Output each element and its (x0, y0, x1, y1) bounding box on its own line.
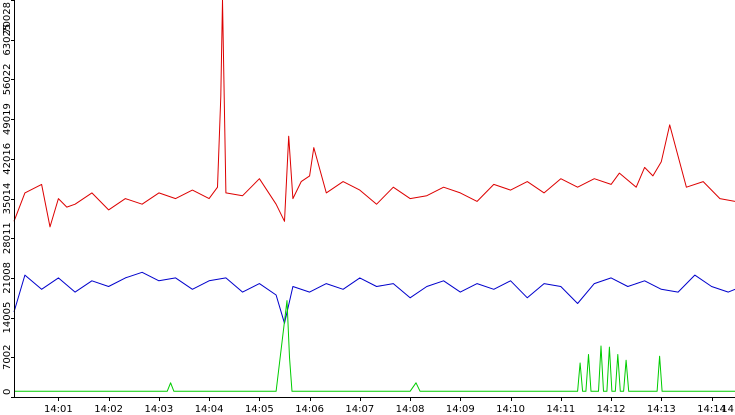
x-tick-label: 14:04 (195, 404, 224, 415)
y-tick-label: 7002 (2, 345, 13, 370)
series-line-3 (14, 300, 735, 392)
y-tick-label: 63025 (2, 24, 13, 56)
x-tick-label: 14:01 (44, 404, 73, 415)
x-tick-label: 14:03 (144, 404, 173, 415)
x-tick-label: 14:13 (647, 404, 676, 415)
x-tick-label: 14:09 (446, 404, 475, 415)
x-tick-label: 14:07 (345, 404, 374, 415)
series-layer (13, 0, 735, 392)
series-line-1 (13, 0, 735, 228)
y-tick-label: 35014 (2, 183, 13, 215)
x-tick-label: 14 (721, 404, 734, 415)
x-tick-label: 14:12 (597, 404, 626, 415)
y-axis-ticks: 0 7002 14005 21008 28011 35014 42016 49019 56022… (2, 0, 14, 398)
x-tick-label: 14:08 (396, 404, 425, 415)
series-line-2 (13, 271, 735, 324)
y-tick-label: 21008 (2, 262, 13, 294)
x-tick-label: 14:05 (245, 404, 274, 415)
x-tick-label: 14:02 (94, 404, 123, 415)
y-tick-label: 28011 (2, 222, 13, 254)
x-tick-label: 14:10 (496, 404, 525, 415)
x-tick-label: 14:06 (295, 404, 324, 415)
y-tick-label: 49019 (2, 103, 13, 135)
y-tick-label: 14005 (2, 302, 13, 334)
y-tick-label: 56022 (2, 63, 13, 95)
x-axis-ticks: 14:01 14:02 14:03 14:04 14:05 14:06 14:07 14:08… (44, 397, 734, 415)
y-tick-label: 42016 (2, 143, 13, 175)
x-tick-label: 14:11 (546, 404, 575, 415)
y-tick-label: 70028 (2, 2, 13, 34)
y-tick-label: 0 (2, 389, 13, 395)
x-tick-label: 14:14 (697, 404, 726, 415)
